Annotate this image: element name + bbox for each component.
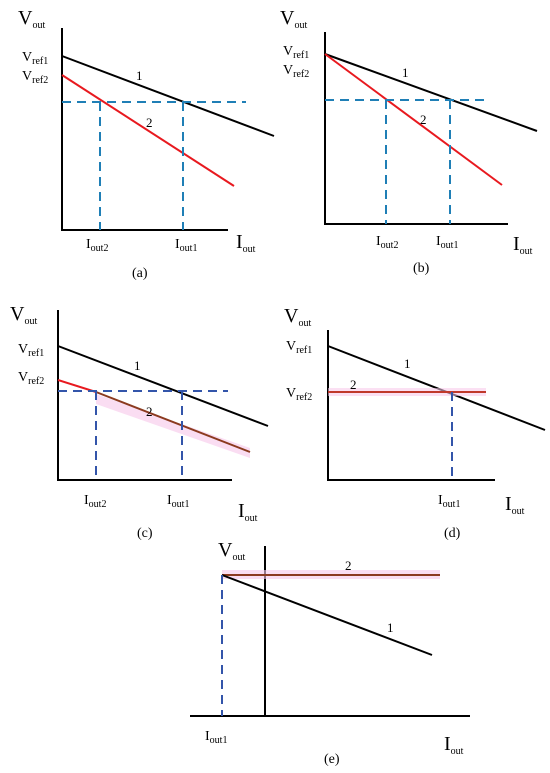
panel-e-line-2-label: 2 [345,558,352,573]
panel-b-line-2 [324,53,503,186]
panel-e: Vout Iout 2 1 Iout1 (e) [190,539,470,767]
panel-b-iout1-label: Iout1 [436,234,458,251]
panel-b-vref1-label: Vref1 [283,44,309,61]
panel-d-iout1-label: Iout1 [438,493,460,510]
panel-c-iout-label: Iout [238,500,258,524]
panel-a-vref2-label: Vref2 [22,69,48,86]
panel-e-vout-label: Vout [218,539,245,563]
panel-a-caption: (a) [132,266,148,281]
panel-c: Vout Iout Vref1 Vref2 1 2 Iout2 Iout1 (c… [10,303,269,541]
panel-c-iout2-label: Iout2 [84,493,106,510]
panel-b: Vout Iout Vref1 Vref2 1 2 Iout2 Iout1 (b… [280,7,538,276]
panel-d-vref2-label: Vref2 [286,386,312,403]
panel-a-iout1-label: Iout1 [175,237,197,254]
panel-c-vout-label: Vout [10,303,37,327]
panel-e-iout1-label: Iout1 [205,729,227,746]
panel-d-iout-label: Iout [505,493,525,517]
panel-e-line-1 [221,574,433,656]
panel-a-vout-label: Vout [18,7,45,31]
panel-d: Vout Iout Vref1 Vref2 1 2 Iout1 (d) [284,305,546,541]
panel-b-vref2-label: Vref2 [283,63,309,80]
panel-d-axes [327,330,495,481]
panel-c-line-1 [57,345,269,427]
panel-e-iout-label: Iout [444,733,464,757]
panel-d-line-2-label: 2 [350,377,357,392]
panel-a-iout2-label: Iout2 [86,237,108,254]
panel-b-line-2-label: 2 [420,112,427,127]
panel-c-line-2 [95,391,251,453]
panel-c-vref2-label: Vref2 [18,370,44,387]
panel-d-vref1-label: Vref1 [286,339,312,356]
panel-a-line-2-label: 2 [146,115,153,130]
panel-c-vref1-label: Vref1 [18,342,44,359]
panel-d-vout-label: Vout [284,305,311,329]
panel-c-caption: (c) [137,526,153,541]
panel-b-vout-label: Vout [280,7,307,31]
panel-e-line-1-label: 1 [387,620,394,635]
panel-b-line-1-label: 1 [402,65,409,80]
panel-a-line-1-label: 1 [136,68,143,83]
panel-e-caption: (e) [324,752,340,767]
panel-c-line-2-highlight [96,394,250,458]
panel-d-line-1-label: 1 [404,356,411,371]
panel-b-iout2-label: Iout2 [376,234,398,251]
panel-b-line-1 [324,53,538,132]
panel-a-line-2 [61,74,235,187]
panel-a-axes [61,28,228,231]
panel-c-line-2-label: 2 [146,404,153,419]
panel-b-axes [324,32,508,225]
panel-a-vref1-label: Vref1 [22,50,48,67]
panel-c-axes [57,310,232,481]
panel-c-iout1-label: Iout1 [167,493,189,510]
panel-b-caption: (b) [413,261,430,276]
panel-d-caption: (d) [444,526,461,541]
panel-c-line-1-label: 1 [134,358,141,373]
panel-a-line-1 [61,55,275,137]
panel-a-iout-label: Iout [236,231,256,255]
panel-b-iout-label: Iout [513,233,533,257]
panel-a: Vout Iout Vref1 Vref2 1 2 Iout2 Iout1 (a… [18,7,275,281]
